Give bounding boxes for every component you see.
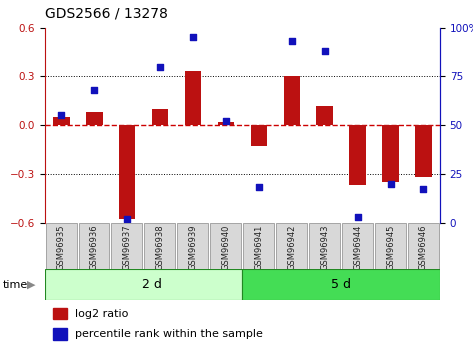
Text: GSM96936: GSM96936 <box>90 225 99 270</box>
Bar <box>415 125 432 177</box>
Text: GSM96945: GSM96945 <box>386 225 395 270</box>
Bar <box>242 269 440 300</box>
Bar <box>119 125 135 219</box>
Point <box>255 185 263 190</box>
Point <box>157 64 164 69</box>
FancyBboxPatch shape <box>112 224 142 269</box>
Text: ▶: ▶ <box>27 280 35 289</box>
Text: GSM96943: GSM96943 <box>320 225 329 270</box>
Text: 5 d: 5 d <box>331 278 351 291</box>
Bar <box>185 71 201 125</box>
Text: GSM96939: GSM96939 <box>189 225 198 270</box>
Text: GSM96941: GSM96941 <box>254 225 263 270</box>
Text: percentile rank within the sample: percentile rank within the sample <box>75 329 263 339</box>
Text: GSM96938: GSM96938 <box>156 225 165 270</box>
Bar <box>45 269 242 300</box>
Text: GSM96946: GSM96946 <box>419 225 428 270</box>
FancyBboxPatch shape <box>408 224 438 269</box>
Bar <box>152 109 168 125</box>
FancyBboxPatch shape <box>375 224 406 269</box>
Bar <box>86 112 103 125</box>
Point <box>222 118 230 124</box>
Bar <box>251 125 267 146</box>
FancyBboxPatch shape <box>79 224 109 269</box>
Text: 2 d: 2 d <box>142 278 162 291</box>
FancyBboxPatch shape <box>342 224 373 269</box>
Bar <box>218 122 234 125</box>
FancyBboxPatch shape <box>210 224 241 269</box>
Point <box>420 187 427 192</box>
Point <box>354 214 361 219</box>
Bar <box>382 125 399 182</box>
Point <box>90 87 98 93</box>
FancyBboxPatch shape <box>309 224 340 269</box>
Point <box>387 181 394 186</box>
Text: GDS2566 / 13278: GDS2566 / 13278 <box>45 7 168 21</box>
Text: log2 ratio: log2 ratio <box>75 308 128 318</box>
Bar <box>283 76 300 125</box>
Point <box>189 34 197 40</box>
Point <box>123 216 131 221</box>
Point <box>58 112 65 118</box>
FancyBboxPatch shape <box>177 224 208 269</box>
FancyBboxPatch shape <box>243 224 274 269</box>
Text: GSM96940: GSM96940 <box>221 225 230 270</box>
FancyBboxPatch shape <box>144 224 175 269</box>
Text: GSM96944: GSM96944 <box>353 225 362 270</box>
FancyBboxPatch shape <box>276 224 307 269</box>
Text: GSM96935: GSM96935 <box>57 225 66 270</box>
Bar <box>316 106 333 125</box>
Point <box>321 48 328 54</box>
FancyBboxPatch shape <box>45 224 77 269</box>
Text: time: time <box>2 280 27 289</box>
Bar <box>350 125 366 185</box>
Text: GSM96942: GSM96942 <box>287 225 296 270</box>
Bar <box>53 328 67 340</box>
Bar <box>53 308 67 319</box>
Text: GSM96937: GSM96937 <box>123 225 131 270</box>
Point <box>288 39 296 44</box>
Bar <box>53 117 70 125</box>
